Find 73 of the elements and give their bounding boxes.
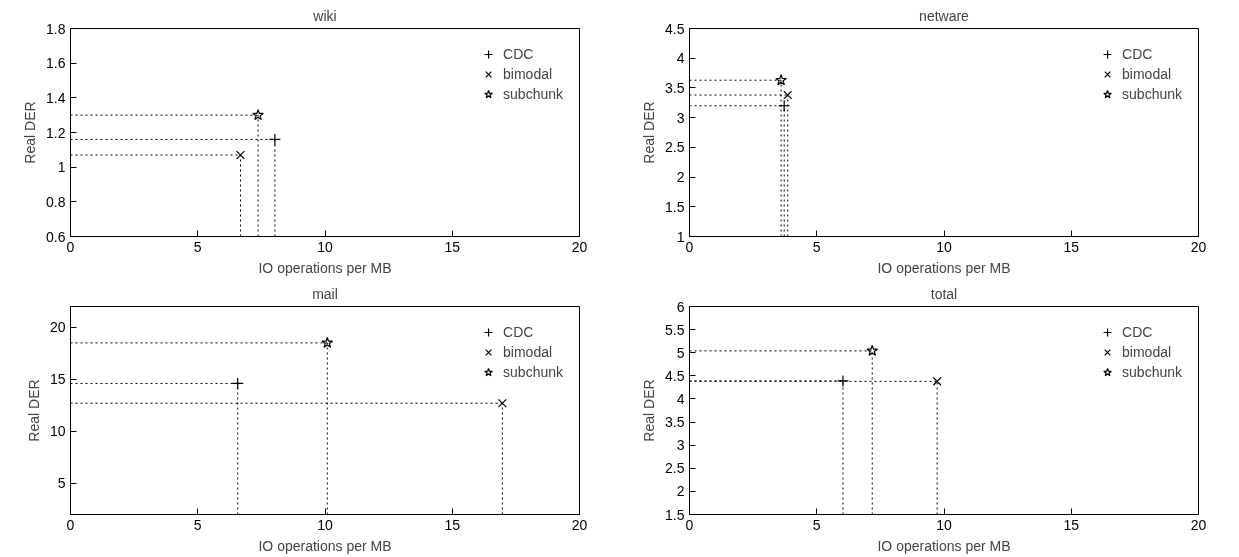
chart-title: netware (919, 7, 970, 24)
legend-label: bimodal (503, 66, 553, 82)
legend-label: bimodal (1122, 344, 1172, 360)
x-tick-label: 15 (1063, 238, 1080, 255)
y-tick-label: 20 (49, 319, 66, 336)
x-tick-label: 5 (812, 516, 821, 533)
chart-title: mail (312, 285, 338, 302)
legend-label: subchunk (1122, 364, 1182, 380)
y-tick-label: 1.4 (46, 89, 66, 106)
x-tick-label: 15 (1063, 516, 1080, 533)
y-tick-label: 4 (676, 50, 685, 67)
x-axis-title: IO operations per MB (877, 537, 1011, 554)
y-tick-label: 10 (49, 423, 66, 440)
y-tick-label: 4.5 (665, 367, 685, 384)
y-tick-label: 2.5 (665, 139, 685, 156)
y-axis-title: Real DER (22, 101, 39, 164)
y-tick-label: 1.2 (46, 124, 66, 141)
y-axis-title: Real DER (641, 379, 658, 442)
y-axis-title: Real DER (641, 101, 658, 164)
y-tick-label: 4.5 (665, 20, 685, 37)
y-tick-label: 1.5 (665, 198, 685, 215)
y-tick-label: 5 (676, 344, 685, 361)
y-tick-label: 6 (676, 298, 685, 315)
legend-label: subchunk (503, 86, 563, 102)
y-tick-label: 1.6 (46, 55, 66, 72)
y-tick-label: 3.5 (665, 79, 685, 96)
y-tick-label: 2.5 (665, 460, 685, 477)
legend-label: bimodal (1122, 66, 1172, 82)
x-tick-label: 0 (66, 516, 75, 533)
y-tick-label: 1 (676, 228, 685, 245)
y-tick-label: 15 (49, 371, 66, 388)
y-tick-label: 1 (57, 159, 66, 176)
x-tick-label: 20 (1190, 238, 1207, 255)
legend-label: subchunk (503, 364, 563, 380)
chart-title: wiki (312, 7, 337, 24)
y-tick-label: 0.6 (46, 228, 66, 245)
legend-label: CDC (1122, 324, 1153, 340)
x-tick-label: 10 (317, 516, 333, 533)
x-tick-label: 0 (685, 238, 694, 255)
y-tick-label: 5 (57, 475, 66, 492)
legend-label: CDC (503, 324, 534, 340)
x-tick-label: 20 (571, 516, 588, 533)
y-tick-label: 2 (676, 169, 685, 186)
y-tick-label: 3.5 (665, 414, 685, 431)
y-tick-label: 1.8 (46, 20, 66, 37)
x-axis-title: IO operations per MB (258, 537, 392, 554)
y-tick-label: 1.5 (665, 506, 685, 523)
x-tick-label: 5 (193, 238, 202, 255)
y-tick-label: 3 (676, 437, 685, 454)
legend-label: CDC (1122, 46, 1153, 62)
legend-label: subchunk (1122, 86, 1182, 102)
x-tick-label: 15 (444, 238, 461, 255)
x-tick-label: 10 (936, 516, 952, 533)
x-tick-label: 10 (936, 238, 952, 255)
x-tick-label: 0 (66, 238, 75, 255)
y-axis-title: Real DER (25, 379, 42, 442)
x-tick-label: 15 (444, 516, 461, 533)
y-tick-label: 5.5 (665, 321, 685, 338)
y-tick-label: 0.8 (46, 193, 66, 210)
x-tick-label: 0 (685, 516, 694, 533)
x-tick-label: 5 (193, 516, 202, 533)
legend-label: CDC (503, 46, 534, 62)
x-axis-title: IO operations per MB (258, 259, 392, 276)
x-tick-label: 20 (571, 238, 588, 255)
chart-title: total (930, 285, 958, 302)
legend-label: bimodal (503, 344, 553, 360)
x-axis-title: IO operations per MB (877, 259, 1011, 276)
y-tick-label: 4 (676, 390, 685, 407)
x-tick-label: 20 (1190, 516, 1207, 533)
y-tick-label: 3 (676, 109, 685, 126)
x-tick-label: 10 (317, 238, 333, 255)
y-tick-label: 2 (676, 483, 685, 500)
x-tick-label: 5 (812, 238, 821, 255)
